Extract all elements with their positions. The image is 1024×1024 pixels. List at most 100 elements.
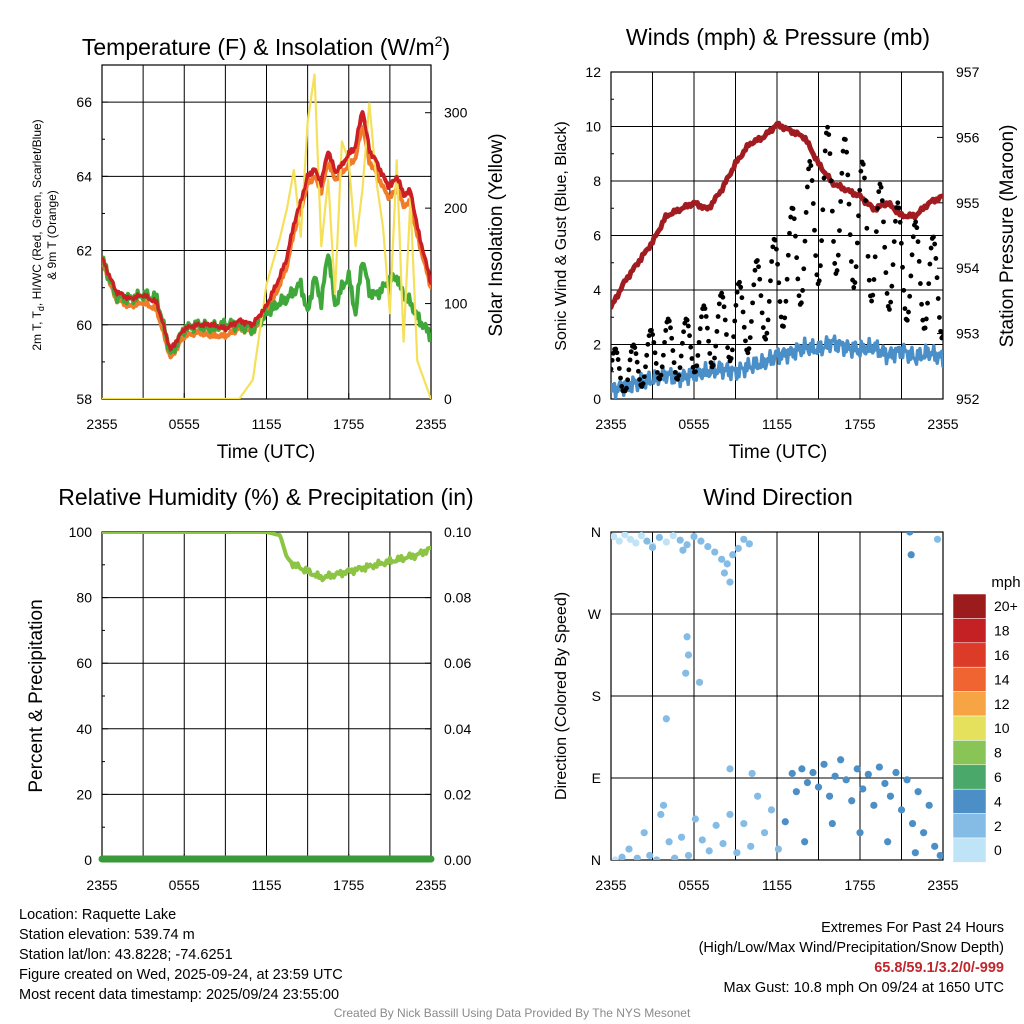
temperature-panel: Temperature (F) & Insolation (W/m2) 58 60… — [30, 33, 507, 463]
gust-marker — [889, 283, 895, 289]
gust-marker — [722, 317, 728, 323]
gust-marker — [677, 365, 683, 371]
winds-ylabel-right: Station Pressure (Maroon) — [997, 125, 1018, 348]
gust-marker — [699, 314, 704, 320]
gust-marker — [878, 184, 884, 190]
temperature-ylabel-right: Solar Insolation (Yellow) — [486, 133, 507, 336]
gust-marker — [915, 239, 921, 245]
gust-marker — [931, 234, 936, 240]
gust-marker — [696, 339, 702, 345]
direction-point — [936, 851, 943, 860]
gust-marker — [739, 295, 745, 301]
gust-marker — [879, 198, 885, 204]
colorbar-swatch — [952, 813, 987, 839]
colorbar-label: 8 — [994, 745, 1002, 761]
gust-marker — [787, 230, 792, 236]
gust-marker — [619, 384, 625, 389]
winds-ylabel-left: Sonic Wind & Gust (Blue, Black) — [553, 121, 570, 350]
gust-marker — [814, 272, 820, 278]
direction-point — [632, 539, 640, 547]
gust-marker — [831, 239, 836, 244]
credit-line: Created By Nick Bassill Using Data Provi… — [333, 1006, 691, 1020]
direction-point — [621, 532, 629, 539]
gust-marker — [883, 270, 889, 276]
y2-tick-label: 955 — [956, 195, 980, 211]
gust-marker — [706, 338, 711, 344]
y2-tick-label: 200 — [444, 200, 468, 216]
gust-marker — [611, 357, 615, 363]
direction-point — [633, 854, 641, 860]
gust-marker — [626, 367, 632, 373]
gust-marker — [671, 360, 677, 366]
gust-marker — [904, 317, 910, 323]
direction-point — [781, 818, 789, 826]
gust-marker — [852, 280, 858, 285]
plot-frame — [610, 531, 944, 861]
gust-marker — [870, 292, 876, 298]
direction-point — [920, 829, 928, 837]
direction-point — [640, 829, 648, 837]
gust-marker — [687, 333, 692, 339]
direction-point — [842, 776, 850, 784]
series-line-solar-insolation — [102, 73, 431, 399]
direction-point — [657, 810, 665, 819]
x-tick-label: 1155 — [251, 416, 281, 432]
colorbar-swatch — [952, 764, 987, 790]
speed-colorbar: 20+ 18 16 14 12 10 8 6 4 2 0 — [952, 593, 1018, 863]
y-tick-label: 8 — [593, 173, 601, 189]
gust-marker — [658, 372, 664, 378]
direction-point — [659, 801, 668, 809]
gust-marker — [679, 340, 685, 346]
gust-marker — [881, 219, 886, 225]
gust-marker — [712, 355, 717, 361]
direction-point — [809, 768, 817, 777]
gust-marker — [851, 285, 857, 290]
temperature-ylabel-left-line1: 2m T, Td, HI/WC (Red, Green, Scarlet/Blu… — [30, 119, 46, 350]
station-info: Location: Raquette Lake Station elevatio… — [19, 905, 343, 1005]
gust-marker — [765, 317, 771, 323]
gust-marker — [732, 318, 738, 324]
direction-point — [718, 555, 726, 563]
direction-point — [906, 532, 914, 536]
gust-marker — [725, 345, 731, 351]
gust-marker — [843, 137, 848, 142]
gust-marker — [935, 296, 941, 301]
gust-marker — [694, 363, 700, 369]
temperature-title: Temperature (F) & Insolation (W/m2) — [82, 33, 450, 60]
y2-tick-label: 0 — [444, 391, 452, 407]
gust-marker — [916, 258, 922, 264]
colorbar-label: 2 — [994, 818, 1002, 834]
gust-marker — [724, 332, 729, 337]
extremes-info: Extremes For Past 24 Hours (High/Low/Max… — [699, 918, 1004, 998]
gust-marker — [703, 314, 709, 319]
direction-point — [908, 819, 917, 828]
gust-marker — [702, 306, 708, 311]
direction-point — [679, 546, 687, 554]
direction-title: Wind Direction — [703, 484, 853, 510]
direction-point — [892, 768, 900, 777]
gust-marker — [659, 364, 665, 370]
direction-point — [684, 851, 693, 860]
direction-point — [723, 560, 731, 568]
colorbar-label: 4 — [994, 793, 1002, 809]
direction-point — [625, 845, 633, 853]
direction-point — [690, 532, 698, 541]
gust-marker — [901, 287, 907, 293]
gust-marker — [714, 329, 720, 334]
gust-marker — [821, 175, 827, 181]
gust-marker — [749, 319, 754, 324]
gust-marker — [618, 375, 623, 381]
direction-point — [745, 540, 753, 548]
y2-tick-label: 300 — [444, 105, 468, 121]
gust-marker — [676, 373, 682, 378]
series-line-dewpoint — [102, 253, 431, 355]
gust-marker — [866, 277, 872, 283]
direction-point — [747, 842, 755, 850]
gust-marker — [741, 324, 747, 330]
humidity-title: Relative Humidity (%) & Precipitation (i… — [58, 484, 473, 510]
gust-marker — [747, 335, 753, 341]
gust-marker — [681, 329, 686, 335]
y-tick-label: E — [592, 770, 601, 786]
temperature-ylabel-left-line2: & 9m T (Orange) — [45, 190, 59, 280]
gust-marker — [800, 288, 805, 293]
